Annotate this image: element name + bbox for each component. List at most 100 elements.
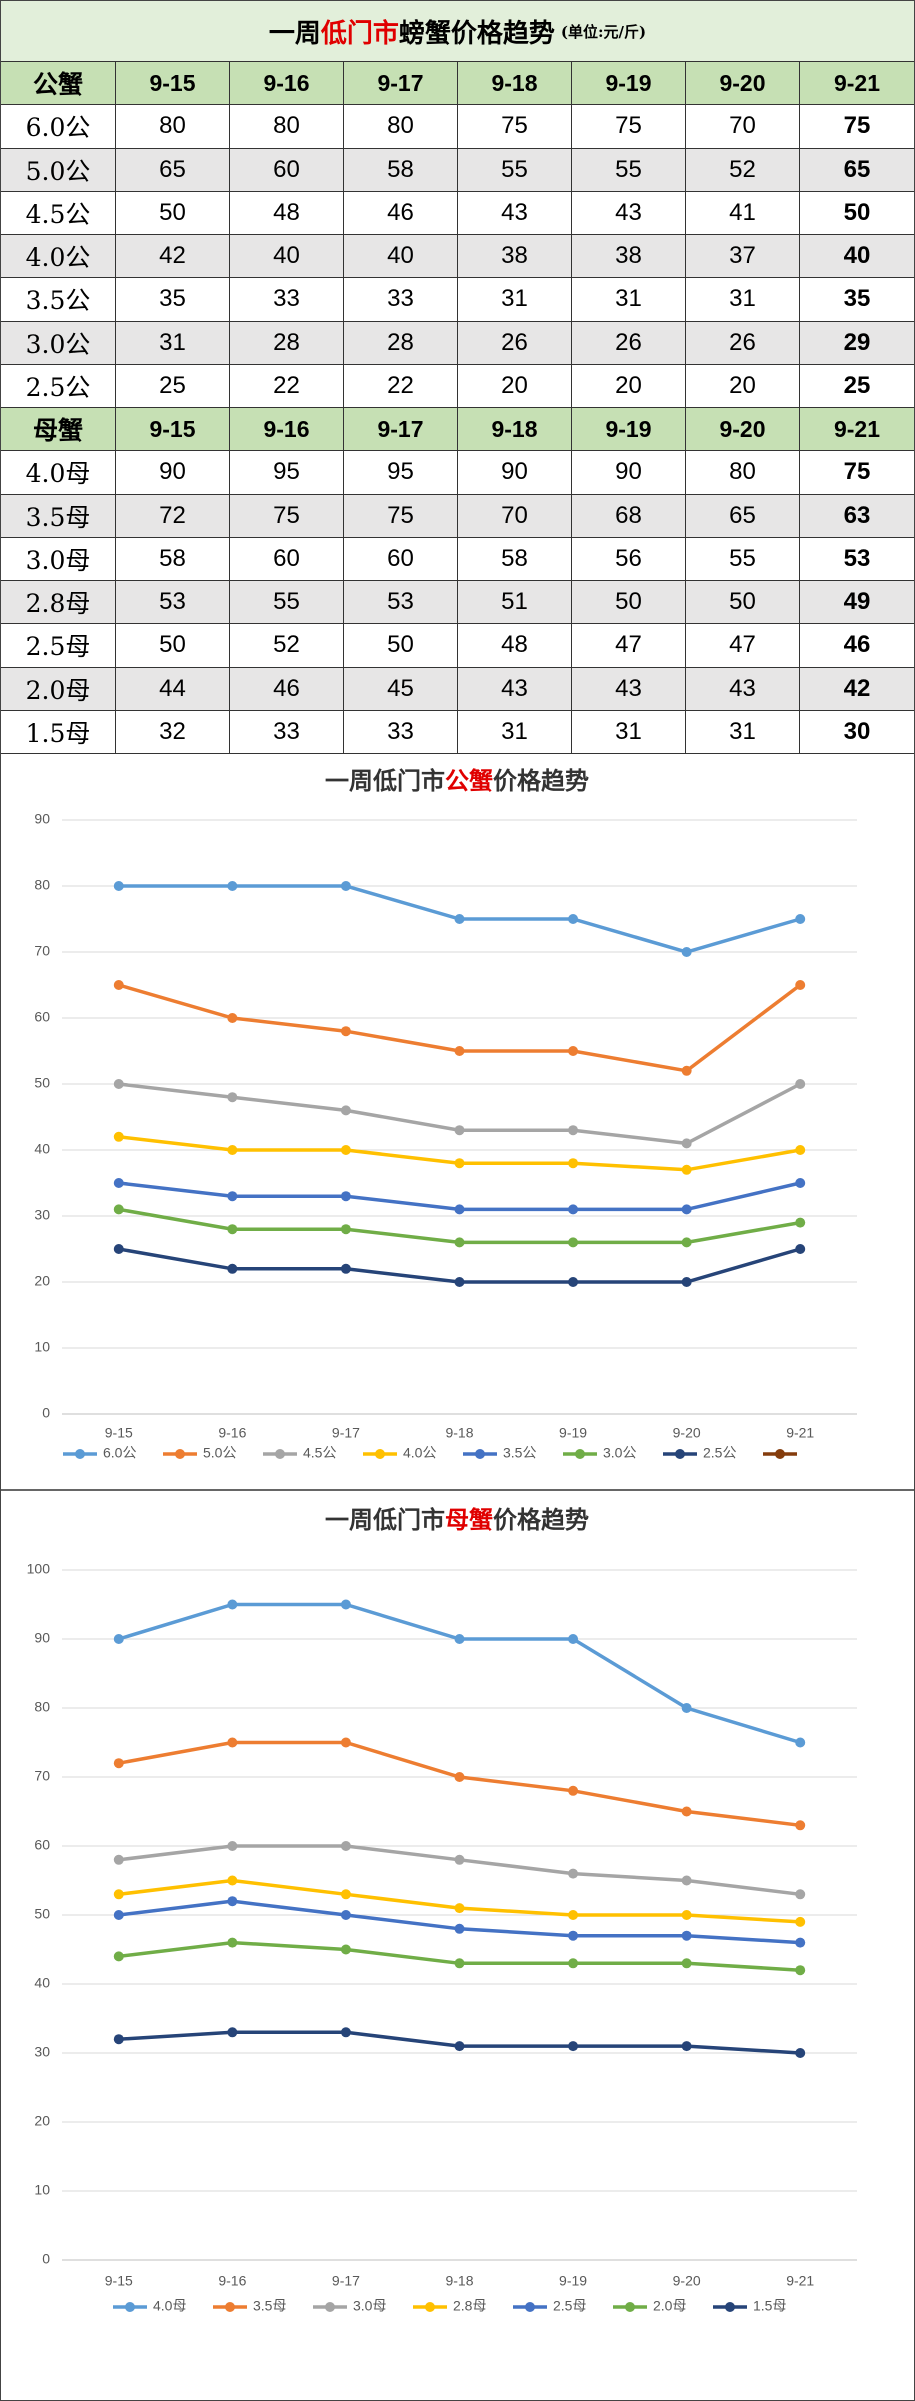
data-point	[340, 1105, 351, 1116]
x-tick-label: 9-17	[332, 2273, 360, 2289]
price-cell: 55	[230, 581, 344, 625]
data-point	[227, 1224, 238, 1235]
price-cell: 49	[800, 581, 914, 625]
data-point	[340, 1910, 351, 1920]
data-point	[113, 1889, 124, 1900]
y-tick-label: 30	[34, 1207, 50, 1223]
legend-marker	[675, 1449, 685, 1459]
price-cell: 31	[686, 710, 800, 754]
x-tick-label: 9-17	[332, 1425, 360, 1441]
price-cell: 75	[230, 494, 344, 538]
data-point	[113, 1204, 124, 1215]
price-cell: 42	[116, 235, 230, 279]
data-point	[681, 1138, 692, 1149]
data-point	[795, 914, 806, 924]
legend-label: 5.0公	[203, 1445, 236, 1461]
x-tick-label: 9-18	[445, 1425, 473, 1441]
legend-label: 2.5母	[553, 2298, 586, 2314]
price-cell: 25	[116, 364, 230, 408]
price-cell: 46	[344, 191, 458, 235]
legend-marker	[275, 1449, 285, 1459]
price-cell: 58	[344, 148, 458, 192]
data-point	[795, 1244, 806, 1254]
price-cell: 46	[230, 667, 344, 711]
legend-label: 2.5公	[703, 1445, 736, 1461]
data-point	[227, 1896, 238, 1907]
data-point	[340, 2027, 351, 2038]
price-cell: 43	[686, 667, 800, 711]
data-point	[568, 1158, 579, 1169]
price-cell: 48	[458, 624, 572, 668]
column-header: 9-15	[116, 408, 230, 452]
price-cell: 46	[800, 624, 914, 668]
price-cell: 50	[686, 581, 800, 625]
data-point	[568, 1930, 579, 1941]
price-cell: 53	[116, 581, 230, 625]
data-point	[113, 1178, 124, 1188]
title-part: 一周低门市	[325, 1506, 445, 1534]
y-tick-label: 80	[34, 877, 50, 893]
y-tick-label: 40	[34, 1975, 50, 1991]
price-cell: 95	[230, 451, 344, 495]
legend-label: 1.5母	[753, 2298, 786, 2314]
y-tick-label: 70	[34, 943, 50, 959]
row-label: 2.0母	[1, 667, 116, 711]
data-point	[227, 1937, 238, 1948]
price-cell: 43	[458, 667, 572, 711]
data-point	[568, 1634, 579, 1644]
x-tick-label: 9-16	[218, 2273, 246, 2289]
data-point	[795, 1820, 806, 1831]
row-label: 2.8母	[1, 581, 116, 625]
data-point	[568, 1237, 579, 1248]
price-cell: 75	[344, 494, 458, 538]
data-point	[681, 1065, 692, 1076]
data-point	[795, 1916, 806, 1927]
price-cell: 47	[572, 624, 686, 668]
data-point	[681, 1930, 692, 1941]
data-point	[227, 881, 238, 891]
price-cell: 60	[230, 537, 344, 581]
legend-marker	[725, 2302, 735, 2312]
data-point	[340, 1737, 351, 1748]
data-point	[113, 1131, 124, 1142]
price-cell: 75	[572, 105, 686, 149]
data-point	[340, 1191, 351, 1202]
data-point	[795, 1937, 806, 1948]
y-tick-label: 50	[34, 1075, 50, 1091]
data-point	[227, 1737, 238, 1748]
price-cell: 43	[572, 667, 686, 711]
y-tick-label: 50	[34, 1906, 50, 1922]
data-point	[227, 1875, 238, 1886]
data-point	[454, 1772, 465, 1782]
price-cell: 38	[458, 235, 572, 279]
data-point	[227, 2027, 238, 2038]
x-tick-label: 9-16	[218, 1425, 246, 1441]
title-part: 母蟹	[445, 1507, 493, 1534]
data-point	[568, 1204, 579, 1215]
price-cell: 44	[116, 667, 230, 711]
row-label: 4.0母	[1, 451, 116, 495]
title-part: 低门市	[320, 18, 399, 49]
y-tick-label: 70	[34, 1768, 50, 1784]
price-cell: 20	[458, 364, 572, 408]
price-cell: 31	[572, 710, 686, 754]
y-tick-label: 0	[42, 1405, 50, 1421]
data-point	[795, 1145, 806, 1155]
legend-label: 2.8母	[453, 2298, 486, 2314]
price-cell: 80	[116, 105, 230, 149]
price-cell: 35	[116, 278, 230, 322]
y-tick-label: 10	[34, 1339, 50, 1355]
row-label: 3.0母	[1, 537, 116, 581]
data-point	[681, 1806, 692, 1817]
data-point	[454, 1923, 465, 1934]
title-part: 一周	[268, 18, 321, 49]
price-cell: 33	[344, 278, 458, 322]
y-tick-label: 40	[34, 1141, 50, 1157]
price-cell: 22	[344, 364, 458, 408]
price-cell: 50	[344, 624, 458, 668]
price-cell: 43	[458, 191, 572, 235]
section-label: 公蟹	[1, 62, 116, 106]
x-tick-label: 9-19	[559, 2273, 587, 2289]
data-point	[568, 1910, 579, 1920]
price-cell: 58	[458, 537, 572, 581]
